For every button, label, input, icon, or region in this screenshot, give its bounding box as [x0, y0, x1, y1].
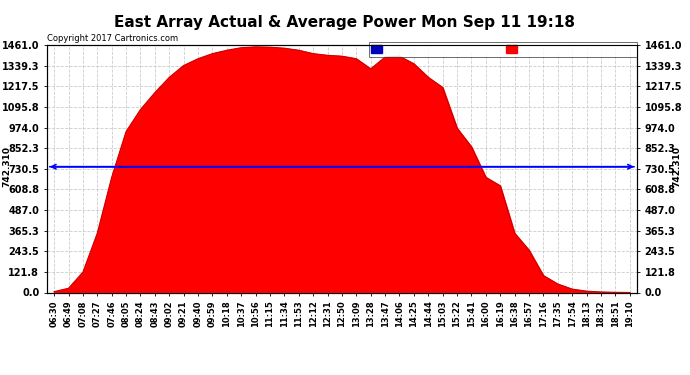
- Legend: Average  (DC Watts), East Array  (DC Watts): Average (DC Watts), East Array (DC Watts…: [368, 42, 637, 57]
- Text: 742.310: 742.310: [673, 146, 682, 187]
- Text: East Array Actual & Average Power Mon Sep 11 19:18: East Array Actual & Average Power Mon Se…: [115, 15, 575, 30]
- Text: 742.310: 742.310: [2, 146, 11, 187]
- Text: Copyright 2017 Cartronics.com: Copyright 2017 Cartronics.com: [47, 33, 178, 42]
